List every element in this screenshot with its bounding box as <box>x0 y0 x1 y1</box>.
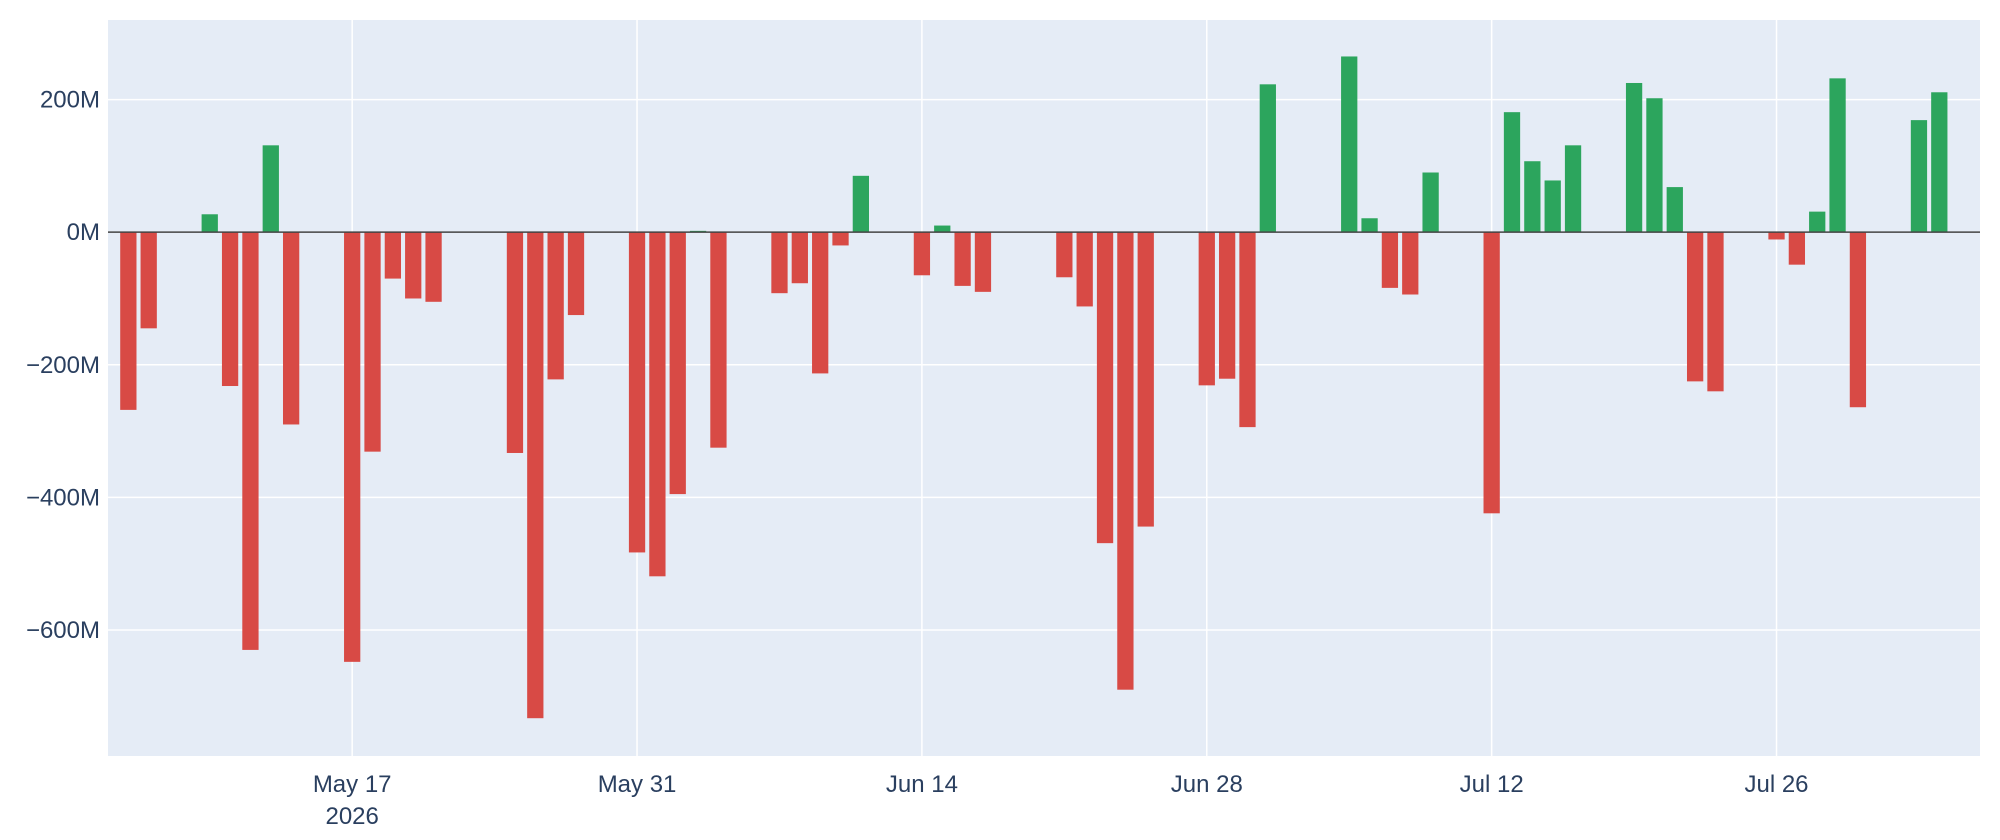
bar-2026-07-20[interactable] <box>1646 98 1663 233</box>
bar-2026-06-25[interactable] <box>1137 232 1154 527</box>
bar-2026-07-26[interactable] <box>1768 232 1785 240</box>
bar-2026-06-04[interactable] <box>710 232 727 448</box>
bar-2026-06-11[interactable] <box>852 175 870 233</box>
bar-2026-07-16[interactable] <box>1564 145 1582 233</box>
bar-2026-05-18[interactable] <box>364 232 381 452</box>
bar-2026-05-21[interactable] <box>425 232 442 302</box>
bar-2026-05-17[interactable] <box>344 232 361 662</box>
bar-2026-06-08[interactable] <box>791 232 808 284</box>
bar-2026-06-02[interactable] <box>669 232 686 495</box>
bar-2026-05-31[interactable] <box>628 232 646 553</box>
x-tick-label: Jun 28 <box>1171 771 1243 798</box>
x-tick-label: Jun 14 <box>886 771 958 798</box>
bar-2026-05-25[interactable] <box>506 232 524 453</box>
bar-2026-07-05[interactable] <box>1341 56 1358 233</box>
bar-2026-06-16[interactable] <box>954 232 971 286</box>
x-tick-label: May 17 <box>313 771 392 798</box>
bar-2026-08-03[interactable] <box>1931 92 1948 233</box>
bar-2026-05-07[interactable] <box>140 232 157 329</box>
x-axis-ticks: May 17 2026 May 31 Jun 14 Jun 28 Jul 12 Jul 26 <box>313 771 1809 830</box>
bar-2026-05-27[interactable] <box>547 232 564 380</box>
bar-2026-07-27[interactable] <box>1788 232 1806 265</box>
bar-2026-05-10[interactable] <box>201 214 218 233</box>
bar-2026-07-15[interactable] <box>1544 180 1561 233</box>
bar-2026-07-08[interactable] <box>1402 232 1419 295</box>
bar-2026-06-17[interactable] <box>974 232 992 292</box>
bar-2026-07-12[interactable] <box>1483 232 1500 514</box>
bar-2026-06-29[interactable] <box>1218 232 1236 379</box>
bar-2026-07-29[interactable] <box>1829 78 1846 233</box>
bar-2026-06-24[interactable] <box>1117 232 1134 690</box>
bar-2026-06-14[interactable] <box>913 232 931 276</box>
y-tick-label: −200M <box>26 352 100 379</box>
bar-2026-07-09[interactable] <box>1422 172 1439 233</box>
bar-2026-06-07[interactable] <box>771 232 788 294</box>
bar-2026-07-19[interactable] <box>1625 82 1643 233</box>
x-tick-label: May 31 <box>598 771 677 798</box>
bar-2026-05-13[interactable] <box>262 145 279 233</box>
bar-2026-07-13[interactable] <box>1503 112 1521 233</box>
bar-2026-05-28[interactable] <box>567 232 585 316</box>
bar-2026-05-11[interactable] <box>221 232 239 387</box>
y-tick-label: 200M <box>40 87 100 114</box>
bar-2026-06-10[interactable] <box>832 232 849 246</box>
bar-2026-07-30[interactable] <box>1849 232 1867 408</box>
x-tick-label: Jul 26 <box>1744 771 1808 798</box>
bar-2026-06-23[interactable] <box>1096 232 1114 544</box>
bar-2026-06-01[interactable] <box>649 232 666 577</box>
bar-2026-07-07[interactable] <box>1381 232 1399 288</box>
bar-2026-05-06[interactable] <box>120 232 137 410</box>
y-tick-label: 0M <box>67 219 100 246</box>
bar-2026-07-23[interactable] <box>1707 232 1724 392</box>
y-axis-ticks: 200M 0M −200M −400M −600M <box>26 87 100 644</box>
bar-2026-06-15[interactable] <box>934 225 951 233</box>
bar-2026-05-14[interactable] <box>282 232 300 425</box>
bar-2026-05-12[interactable] <box>242 232 259 650</box>
plot-area <box>108 20 1980 756</box>
bar-2026-07-06[interactable] <box>1361 218 1378 233</box>
bars <box>120 56 1948 719</box>
bar-2026-05-19[interactable] <box>384 232 402 279</box>
bar-2026-08-02[interactable] <box>1910 120 1928 233</box>
x-tick-year-label: 2026 <box>325 803 378 830</box>
bar-2026-06-22[interactable] <box>1076 232 1093 307</box>
bar-2026-05-20[interactable] <box>405 232 422 299</box>
x-tick-label: Jul 12 <box>1460 771 1524 798</box>
bar-2026-07-01[interactable] <box>1259 84 1276 233</box>
bar-2026-07-28[interactable] <box>1809 211 1826 233</box>
y-tick-label: −600M <box>26 617 100 644</box>
bar-2026-05-26[interactable] <box>527 232 544 719</box>
bar-2026-06-09[interactable] <box>812 232 829 374</box>
bar-2026-06-28[interactable] <box>1198 232 1215 386</box>
bar-2026-07-22[interactable] <box>1686 232 1704 382</box>
y-tick-label: −400M <box>26 484 100 511</box>
bar-2026-07-21[interactable] <box>1666 187 1683 233</box>
bar-2026-06-21[interactable] <box>1056 232 1073 278</box>
bar-2026-07-14[interactable] <box>1524 161 1541 233</box>
bar-2026-06-30[interactable] <box>1239 232 1256 428</box>
